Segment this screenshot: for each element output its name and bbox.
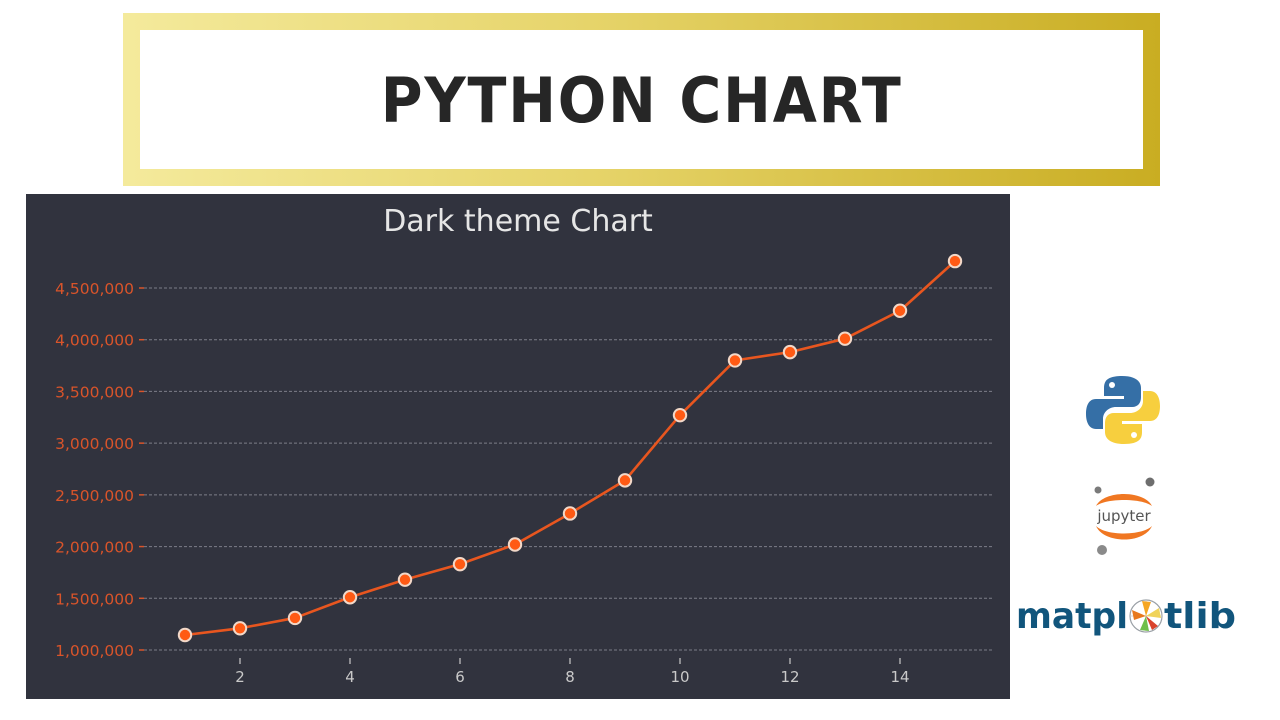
banner-title: PYTHON CHART bbox=[380, 64, 903, 137]
title-banner-inner: PYTHON CHART bbox=[140, 30, 1143, 169]
data-point-marker bbox=[782, 344, 798, 360]
x-tick-label: 8 bbox=[565, 668, 575, 686]
data-point-marker bbox=[232, 621, 248, 636]
y-tick-label: 4,500,000 bbox=[55, 280, 134, 298]
y-tick-label: 3,500,000 bbox=[55, 383, 134, 401]
title-banner: PYTHON CHART bbox=[123, 13, 1160, 186]
data-point-marker bbox=[507, 537, 523, 552]
data-point-marker bbox=[947, 253, 963, 269]
data-point-marker bbox=[672, 408, 688, 423]
y-tick-label: 1,500,000 bbox=[55, 590, 134, 608]
y-tick-label: 2,000,000 bbox=[55, 539, 134, 557]
y-tick-label: 2,500,000 bbox=[55, 487, 134, 505]
matplotlib-text-right: tlib bbox=[1164, 596, 1236, 637]
x-tick-label: 4 bbox=[345, 668, 355, 686]
matplotlib-logo-icon: matpl tlib bbox=[1016, 596, 1236, 637]
data-point-marker bbox=[287, 610, 303, 626]
x-tick-label: 6 bbox=[455, 668, 465, 686]
x-tick-label: 14 bbox=[890, 668, 909, 686]
chart-title: Dark theme Chart bbox=[383, 204, 653, 239]
matplotlib-logo: matpl tlib bbox=[1016, 592, 1246, 642]
data-point-marker bbox=[177, 627, 193, 643]
data-point-marker bbox=[562, 506, 578, 521]
data-point-marker bbox=[892, 303, 908, 318]
line-chart: Dark theme Chart 1,000,000 1,500,000 2,000,… bbox=[55, 204, 993, 686]
data-point-marker bbox=[452, 556, 468, 572]
chart-panel: Dark theme Chart 1,000,000 1,500,000 2,000,… bbox=[26, 194, 1010, 699]
jupyter-logo-text: jupyter bbox=[1096, 507, 1151, 525]
matplotlib-text-left: matpl bbox=[1016, 596, 1128, 637]
jupyter-logo-icon: jupyter bbox=[1094, 477, 1155, 555]
y-tick-label: 1,000,000 bbox=[55, 642, 134, 660]
x-tick-label: 10 bbox=[670, 668, 689, 686]
data-point-marker bbox=[397, 572, 413, 587]
x-tick-label: 2 bbox=[235, 668, 245, 686]
data-point-marker bbox=[617, 473, 633, 488]
data-point-marker bbox=[837, 331, 853, 346]
python-logo-icon bbox=[1086, 376, 1160, 444]
data-point-marker bbox=[342, 590, 358, 605]
y-tick-label: 3,000,000 bbox=[55, 435, 134, 453]
data-point-marker bbox=[727, 353, 743, 368]
data-line bbox=[184, 260, 956, 637]
y-tick-label: 4,000,000 bbox=[55, 332, 134, 350]
logo-column: jupyter matpl tlib bbox=[1012, 360, 1252, 660]
x-tick-label: 12 bbox=[780, 668, 799, 686]
